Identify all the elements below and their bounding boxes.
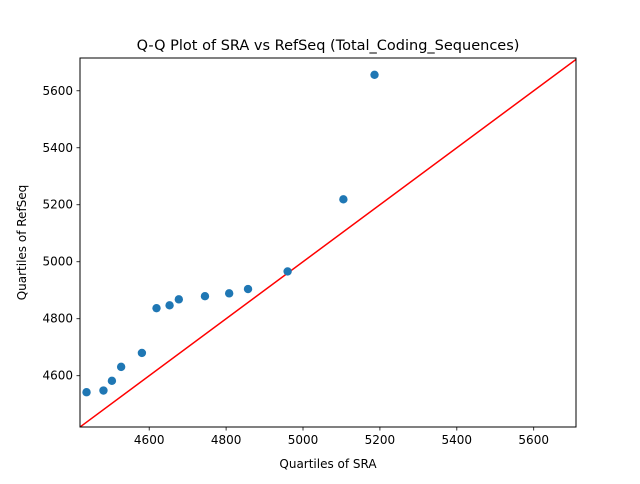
data-points [82,70,379,397]
data-point [116,362,126,372]
y-tick-label: 4800 [42,312,73,326]
x-tick-label: 4800 [211,433,242,447]
y-tick-label: 5600 [42,84,73,98]
x-tick-label: 4600 [134,433,165,447]
axes-frame [79,57,577,428]
data-point [200,292,210,301]
y-axis-label: Quartiles of RefSeq [15,185,29,301]
data-point [165,301,174,310]
y-tick-label: 5200 [42,198,73,212]
data-point [370,70,379,80]
y-tick-label: 5000 [42,255,73,269]
data-point [82,388,91,397]
reference-line [80,58,576,427]
x-tick-label: 5400 [442,433,473,447]
data-point [174,295,184,304]
plot-area [79,57,577,428]
data-point [283,267,292,276]
reference-line-group [80,58,576,427]
data-point [224,289,234,298]
x-axis-ticks: 4600 4800 5000 5200 5400 5600 [134,427,549,447]
chart-title: Q-Q Plot of SRA vs RefSeq (Total_Coding_… [137,38,520,54]
x-tick-label: 5200 [365,433,396,447]
x-axis-label: Quartiles of SRA [279,457,377,471]
data-point [152,303,161,313]
y-tick-label: 5400 [42,141,73,155]
x-tick-label: 5000 [288,433,319,447]
y-tick-label: 4600 [42,369,73,383]
y-axis-ticks: 4600 4800 5000 5200 5400 5600 [42,84,80,383]
data-point [339,195,348,204]
data-point [107,376,117,386]
data-point [243,284,253,294]
data-point [137,348,147,358]
data-point [99,386,108,395]
x-tick-label: 5600 [518,433,549,447]
